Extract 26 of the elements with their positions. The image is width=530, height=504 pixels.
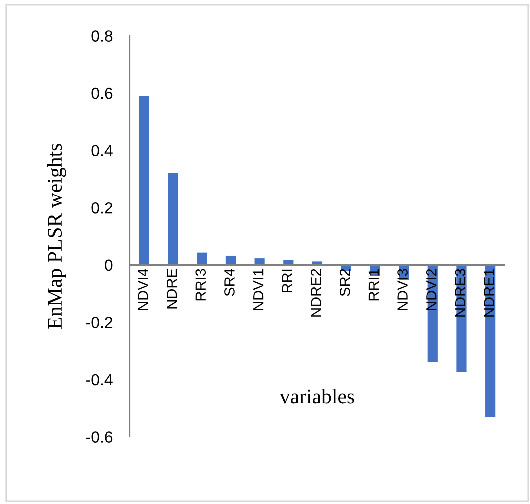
y-tick-label: -0.4	[86, 374, 113, 386]
y-tick-label: -0.6	[86, 432, 113, 443]
y-axis-title: EnMap PLSR weights	[47, 144, 66, 330]
x-tick-label: NDRE2	[311, 269, 322, 317]
x-axis-title: variables	[280, 389, 354, 404]
y-tick-label: 0.6	[92, 88, 113, 100]
bar	[456, 265, 467, 373]
x-tick-label: NDVI4	[138, 269, 148, 310]
y-tick-label: 0.4	[92, 145, 113, 157]
x-tick-label: RRI1	[368, 269, 379, 301]
x-tick-label: NDRE1	[484, 269, 494, 317]
bar	[139, 96, 150, 266]
x-tick-label: NDRE3	[455, 269, 466, 317]
x-tick-label: NDVI1	[254, 269, 264, 310]
x-tick-label: NDRE	[167, 269, 178, 309]
x-tick-label: RRI3	[196, 269, 206, 301]
y-tick-label: 0	[105, 260, 113, 272]
x-tick-label: NDVI2	[426, 269, 437, 310]
y-tick-label: 0.8	[92, 30, 113, 42]
x-tick-label: SR2	[340, 269, 350, 296]
y-tick-label: 0.2	[92, 202, 113, 214]
bar	[168, 173, 178, 266]
x-tick-label: NDVI3	[398, 269, 408, 310]
x-tick-label: SR4	[224, 269, 235, 296]
y-tick-label: -0.2	[86, 317, 113, 328]
x-tick-label: RRI	[282, 270, 292, 292]
